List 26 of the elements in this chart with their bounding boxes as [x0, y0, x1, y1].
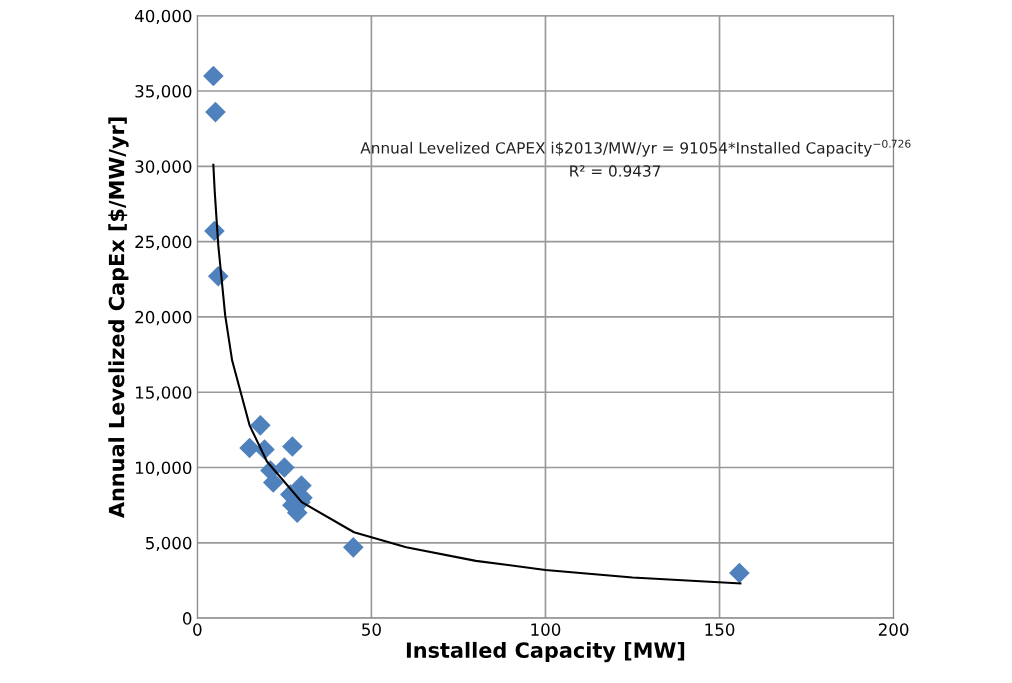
x-axis-title: Installed Capacity [MW]: [406, 641, 685, 663]
x-tick-label: 100: [531, 623, 561, 636]
y-tick-label: 30,000: [135, 160, 192, 175]
y-tick-label: 40,000: [134, 9, 192, 24]
x-tick-label: 0: [193, 623, 202, 636]
annotation: Annual Levelized CAPEX i$2013/MW/yr = 91054*Installed Capacity$^{−0.726}$: [360, 139, 911, 157]
x-tick-label: 200: [878, 623, 909, 636]
point: [274, 457, 295, 478]
annotation: R² = 0.9437: [570, 165, 661, 177]
point: [203, 65, 224, 87]
y-tick-label: 10,000: [135, 461, 192, 476]
y-tick-label: 25,000: [135, 235, 192, 250]
point: [205, 101, 226, 123]
y-tick-label: 20,000: [135, 310, 192, 326]
y-axis-title: Annual Levelized CapEx [$/MW/yr]: [108, 117, 129, 519]
point: [343, 537, 364, 558]
y-tick-label: 35,000: [135, 84, 192, 100]
point: [729, 562, 750, 584]
y-tick-label: 5,000: [146, 536, 192, 552]
y-tick-label: 15,000: [135, 386, 192, 401]
y-tick-label: 0: [182, 612, 192, 625]
point: [262, 472, 284, 493]
point: [282, 436, 303, 457]
x-tick-label: 150: [705, 623, 735, 636]
point: [250, 415, 271, 436]
x-tick-label: 50: [362, 623, 381, 636]
